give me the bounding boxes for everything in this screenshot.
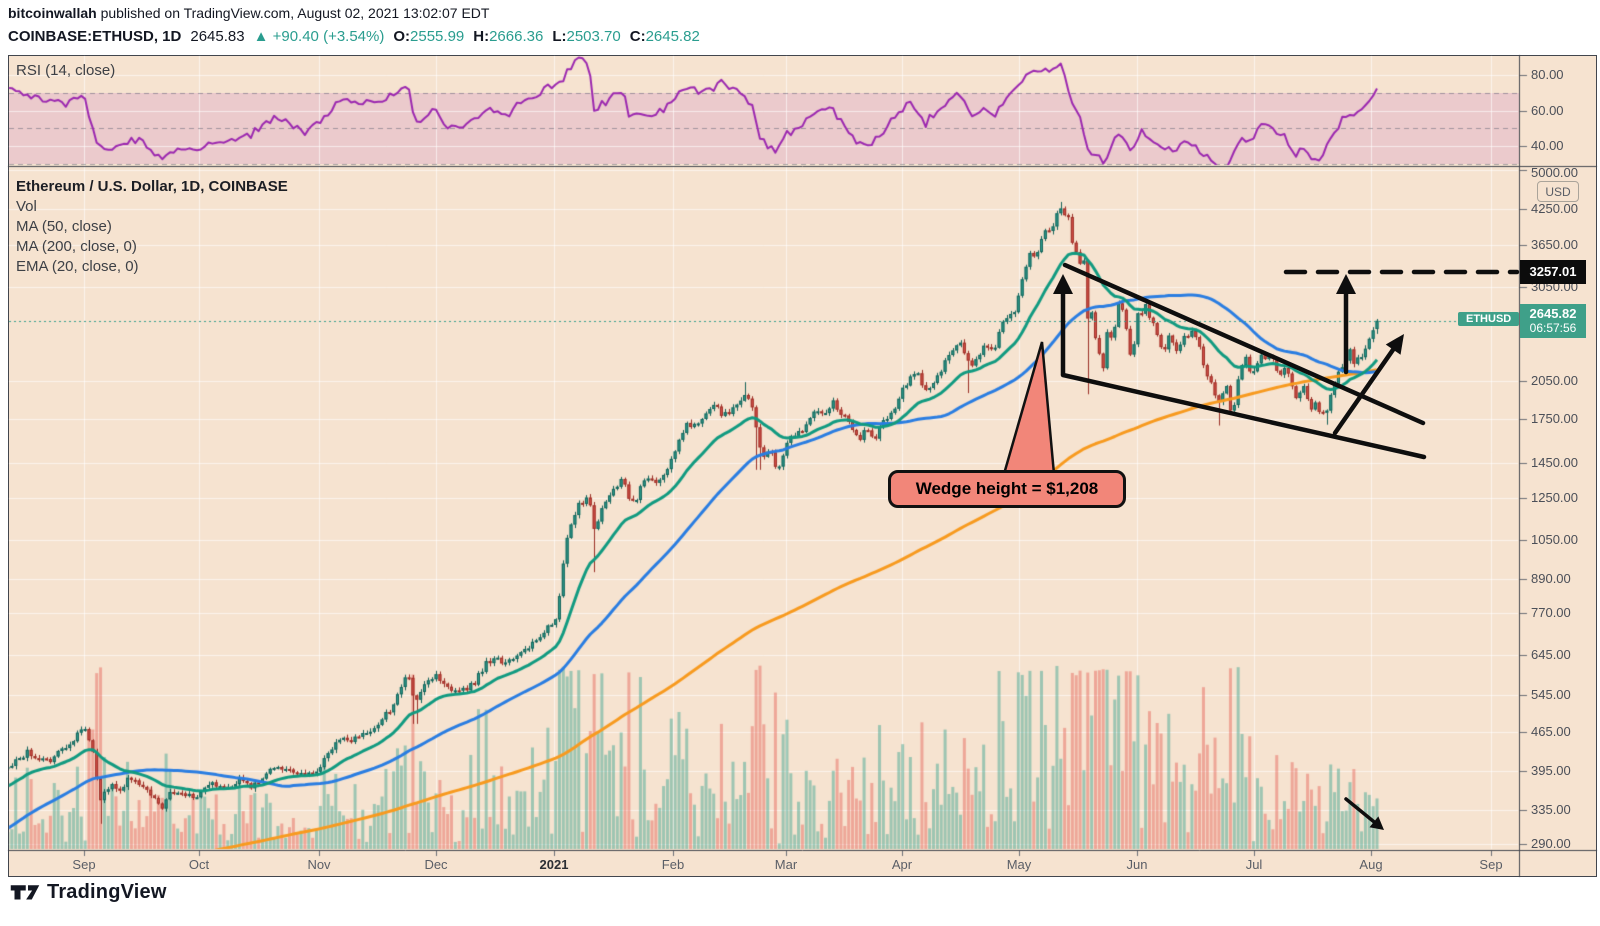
footer: TradingView — [10, 879, 167, 905]
price-axis-label: 545.00 — [1531, 686, 1571, 702]
month-label: Oct — [188, 857, 210, 872]
price-axis-label: 2050.00 — [1531, 373, 1578, 389]
month-label: Feb — [661, 857, 685, 872]
wedge-callout[interactable]: Wedge height = $1,208 — [888, 470, 1126, 508]
price-axis-label: 335.00 — [1531, 801, 1571, 817]
price-axis-label: 5000.00 — [1531, 165, 1578, 180]
price-axis-label: 465.00 — [1531, 724, 1571, 740]
tradingview-brand: TradingView — [47, 880, 167, 903]
rsi-axis-label: 80.00 — [1531, 67, 1564, 82]
tradingview-logo-icon — [10, 885, 40, 900]
month-label: Nov — [307, 857, 331, 872]
legend-vol[interactable]: Vol — [16, 198, 37, 215]
price-tag: 2645.82 06:57:56 — [1520, 303, 1586, 338]
legend-ema20[interactable]: EMA (20, close, 0) — [16, 258, 139, 275]
rsi-axis-label: 60.00 — [1531, 102, 1564, 118]
month-label: May — [1006, 857, 1032, 872]
price-axis-label: 770.00 — [1531, 604, 1571, 620]
price-axis-label: 1050.00 — [1531, 531, 1578, 547]
price-axis-label: 1250.00 — [1531, 490, 1578, 506]
legend-title[interactable]: Ethereum / U.S. Dollar, 1D, COINBASE — [16, 178, 288, 195]
price-axis-label: 290.00 — [1531, 836, 1571, 852]
target-price-tag: 3257.01 — [1520, 259, 1586, 284]
month-label: Jun — [1126, 857, 1148, 872]
rsi-axis-label: 40.00 — [1531, 138, 1564, 154]
price-axis-label: 3650.00 — [1531, 236, 1578, 252]
price-axis-label: 1750.00 — [1531, 410, 1578, 426]
price-axis-label: 890.00 — [1531, 570, 1571, 586]
month-label: Sep — [72, 857, 96, 872]
month-label: Sep — [1479, 857, 1503, 872]
month-label: Dec — [424, 857, 448, 872]
month-label: 2021 — [539, 857, 569, 872]
price-axis-label: 4250.00 — [1531, 200, 1578, 216]
price-axis-label: 395.00 — [1531, 762, 1571, 778]
rsi-legend[interactable]: RSI (14, close) — [16, 62, 116, 79]
price-tag-value: 2645.82 — [1529, 305, 1577, 321]
month-label: Apr — [891, 857, 913, 872]
legend-ma50[interactable]: MA (50, close) — [16, 218, 112, 235]
month-label: Mar — [774, 857, 798, 872]
usd-button[interactable]: USD — [1537, 181, 1579, 202]
month-label: Aug — [1359, 857, 1383, 872]
price-axis-label: 1450.00 — [1531, 455, 1578, 471]
month-label: Jul — [1245, 857, 1263, 872]
price-axis-label: 645.00 — [1531, 646, 1571, 662]
symbol-tag: ETHUSD — [1458, 311, 1520, 326]
price-tag-countdown: 06:57:56 — [1529, 320, 1577, 335]
legend-ma200[interactable]: MA (200, close, 0) — [16, 238, 137, 255]
